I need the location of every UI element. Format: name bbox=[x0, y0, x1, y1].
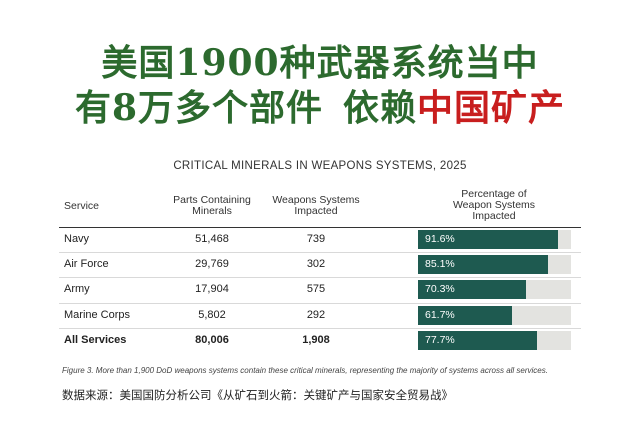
row-divider bbox=[59, 252, 581, 254]
headline-line-2: 有8万多个部件 依赖中国矿产 bbox=[0, 86, 640, 130]
table-row: Air Force 29,769 302 85.1% bbox=[0, 252, 640, 277]
headline-line-2-highlight: 中国矿产 bbox=[417, 87, 566, 129]
percentage-bar bbox=[418, 280, 526, 300]
parts-cell: 80,006 bbox=[195, 333, 229, 346]
header-rule bbox=[59, 227, 581, 228]
percentage-label: 61.7% bbox=[425, 308, 455, 321]
service-cell: All Services bbox=[64, 333, 127, 346]
row-divider bbox=[59, 327, 581, 329]
service-cell: Army bbox=[64, 283, 90, 296]
source-note: 数据来源：美国国防分析公司《从矿石到火箭：关键矿产与国家安全贸易战》 bbox=[62, 390, 453, 402]
column-header-parts: Parts Containing Minerals bbox=[173, 194, 251, 217]
headline-line-2-part-b: 依赖 bbox=[343, 87, 418, 129]
systems-cell: 575 bbox=[306, 283, 326, 296]
parts-cell: 17,904 bbox=[195, 283, 229, 296]
chart-title: CRITICAL MINERALS IN WEAPONS SYSTEMS, 20… bbox=[173, 160, 467, 172]
percentage-bar-track: 61.7% bbox=[418, 305, 571, 325]
systems-cell: 302 bbox=[306, 258, 326, 271]
figure-caption: Figure 3. More than 1,900 DoD weapons sy… bbox=[62, 366, 548, 375]
column-header-service: Service bbox=[64, 200, 100, 212]
percentage-bar bbox=[418, 330, 537, 350]
percentage-label: 85.1% bbox=[425, 258, 455, 271]
headline-line-2-part-a: 有8万多个部件 bbox=[74, 87, 324, 129]
parts-cell: 51,468 bbox=[195, 233, 229, 245]
parts-cell: 5,802 bbox=[198, 308, 226, 321]
headline-line-1: 美国1900种武器系统当中 bbox=[101, 42, 539, 84]
percentage-bar-track: 85.1% bbox=[418, 255, 571, 275]
service-cell: Air Force bbox=[64, 258, 109, 271]
percentage-bar bbox=[418, 255, 549, 275]
percentage-bar bbox=[418, 305, 513, 325]
percentage-label: 77.7% bbox=[425, 333, 455, 346]
table-row: Navy 51,468 739 91.6% bbox=[0, 227, 640, 252]
percentage-bar-track: 91.6% bbox=[418, 230, 571, 249]
systems-cell: 739 bbox=[306, 233, 326, 245]
service-cell: Marine Corps bbox=[64, 308, 131, 321]
table-row: Army 17,904 575 70.3% bbox=[0, 277, 640, 302]
row-divider bbox=[59, 277, 581, 279]
table-row: Marine Corps 5,802 292 61.7% bbox=[0, 303, 640, 328]
percentage-bar bbox=[418, 230, 559, 249]
systems-cell: 292 bbox=[306, 308, 326, 321]
row-divider bbox=[59, 302, 581, 304]
percentage-bar-track: 77.7% bbox=[418, 330, 571, 350]
table-row: All Services 80,006 1,908 77.7% bbox=[0, 328, 640, 353]
service-cell: Navy bbox=[64, 233, 90, 245]
systems-cell: 1,908 bbox=[302, 333, 330, 346]
column-header-systems: Weapons Systems Impacted bbox=[272, 194, 360, 217]
column-header-percentage: Percentage of Weapon Systems Impacted bbox=[452, 188, 536, 222]
percentage-label: 70.3% bbox=[425, 283, 455, 296]
percentage-bar-track: 70.3% bbox=[418, 280, 571, 300]
percentage-label: 91.6% bbox=[425, 233, 455, 245]
parts-cell: 29,769 bbox=[195, 258, 229, 271]
